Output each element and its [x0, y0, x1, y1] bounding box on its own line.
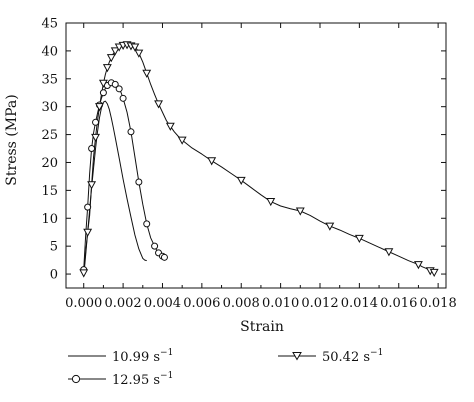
data-point-circle — [115, 85, 123, 93]
data-point-triangle — [98, 79, 108, 88]
plot-border — [65, 22, 447, 289]
x-tick-label: 0.012 — [301, 296, 338, 311]
data-point-triangle — [207, 157, 217, 166]
data-point-triangle — [102, 64, 112, 73]
y-tick-label: 5 — [50, 240, 58, 255]
y-tick-label: 40 — [41, 44, 58, 59]
data-point-triangle — [87, 181, 97, 190]
data-point-triangle — [142, 69, 152, 78]
data-point-triangle — [236, 176, 246, 185]
data-point-triangle — [354, 234, 364, 243]
data-point-circle — [84, 203, 92, 211]
data-point-circle — [151, 242, 159, 250]
legend-label-1295: 12.95 s−1 — [112, 371, 173, 388]
legend-marker-5042 — [292, 352, 302, 361]
marker-layer — [79, 41, 439, 278]
y-tick-label: 10 — [41, 212, 58, 227]
legend-label-5042: 50.42 s−1 — [322, 348, 383, 365]
data-point-triangle — [134, 49, 144, 58]
y-tick-label: 20 — [41, 156, 58, 171]
series-line-0 — [83, 100, 147, 274]
y-tick-label: 35 — [41, 72, 58, 87]
data-point-triangle — [130, 43, 140, 52]
data-point-circle — [99, 89, 107, 97]
legend-marker-1295 — [71, 374, 81, 384]
data-point-circle — [160, 253, 168, 261]
series-line-1 — [83, 82, 165, 270]
data-point-triangle — [79, 269, 89, 278]
y-tick-label: 0 — [50, 268, 58, 283]
x-tick-label: 0.000 — [65, 296, 102, 311]
data-point-triangle — [413, 261, 423, 270]
x-axis-ticks: 0.000 0.002 0.004 0.006 0.008 0.010 0.012 0.014… — [65, 23, 457, 311]
x-tick-label: 0.016 — [380, 296, 417, 311]
y-tick-label: 45 — [41, 17, 58, 32]
data-point-triangle — [177, 136, 187, 145]
series-line-2 — [83, 44, 435, 273]
data-point-triangle — [91, 133, 100, 143]
data-point-circle — [92, 118, 100, 126]
y-tick-label: 15 — [41, 184, 58, 199]
y-axis-ticks: 0 5 10 15 20 25 30 35 40 45 — [41, 17, 446, 283]
data-point-circle — [135, 178, 143, 186]
data-point-circle — [88, 145, 96, 153]
data-point-triangle — [83, 228, 93, 237]
data-point-triangle — [384, 248, 394, 257]
x-tick-label: 0.010 — [262, 296, 299, 311]
data-point-triangle — [165, 122, 175, 131]
series-layer — [83, 44, 435, 274]
data-point-triangle — [110, 47, 120, 56]
y-axis-title: Stress (MPa) — [4, 94, 20, 185]
data-point-circle — [111, 80, 119, 88]
x-tick-label: 0.004 — [144, 296, 181, 311]
data-point-triangle — [295, 207, 305, 216]
data-point-circle — [143, 220, 151, 228]
data-point-triangle — [95, 103, 104, 112]
data-point-circle — [119, 94, 127, 102]
plot-frame — [65, 22, 447, 289]
data-point-triangle — [106, 54, 116, 63]
y-tick-label: 30 — [41, 100, 58, 115]
y-tick-label: 25 — [41, 128, 58, 143]
legend: 10.99 s−1 12.95 s−1 50.42 s−1 — [68, 348, 383, 388]
data-point-triangle — [266, 198, 276, 207]
x-tick-label: 0.002 — [104, 296, 141, 311]
legend-label-1099: 10.99 s−1 — [112, 348, 173, 365]
x-tick-label: 0.018 — [420, 296, 457, 311]
x-tick-label: 0.008 — [223, 296, 260, 311]
x-tick-label: 0.014 — [341, 296, 378, 311]
data-point-circle — [127, 128, 135, 136]
x-axis-title: Strain — [240, 319, 284, 335]
data-point-triangle — [429, 268, 439, 278]
data-point-triangle — [154, 100, 163, 109]
x-tick-label: 0.006 — [183, 296, 220, 311]
data-point-triangle — [325, 222, 335, 231]
